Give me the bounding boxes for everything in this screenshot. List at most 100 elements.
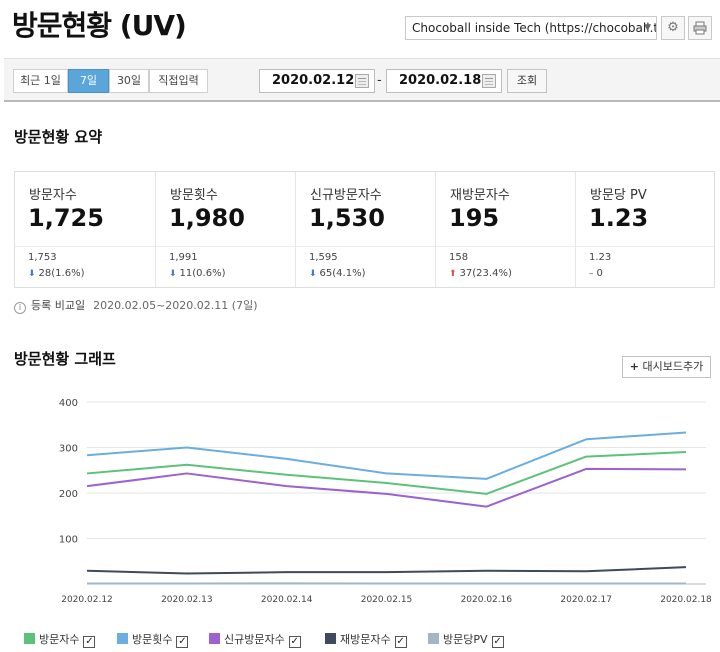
- legend-item-visitors[interactable]: 방문자수 ✓: [24, 631, 96, 648]
- period-toolbar: 최근 1일 7일 30일 직접입력 2020.02.12 - 2020.02.1…: [4, 58, 720, 102]
- card-delta-value: 37(23.4%): [459, 268, 512, 279]
- x-tick-label: 2020.02.18: [660, 595, 712, 605]
- comparison-label: 등록 비교일: [31, 299, 86, 312]
- x-tick-label: 2020.02.17: [560, 595, 612, 605]
- y-tick-label: 400: [59, 398, 78, 409]
- card-label: 신규방문자수: [310, 188, 382, 203]
- card-prev-value: 1,991: [169, 252, 198, 263]
- series-line: [86, 566, 687, 575]
- y-tick-label: 100: [59, 535, 78, 546]
- divider: [15, 246, 155, 247]
- legend-item-new-visitors[interactable]: 신규방문자수 ✓: [209, 631, 301, 648]
- summary-card-new-visitors: 신규방문자수 1,530 1,595 ⬇ 65(4.1%): [296, 172, 436, 287]
- site-select[interactable]: Chocoball inside Tech (https://chocoball…: [405, 16, 657, 40]
- card-delta: ⬇ 28(1.6%): [28, 268, 84, 279]
- card-prev-value: 1.23: [589, 252, 612, 263]
- comparison-note: i 등록 비교일 2020.02.05~2020.02.11 (7일): [14, 297, 258, 314]
- card-delta-value: 28(1.6%): [38, 268, 85, 279]
- visits-line-chart: 100 200 300 400 2020.02.12 2020.02.13 2020.02.…: [59, 398, 712, 605]
- card-label: 재방문자수: [450, 188, 510, 203]
- divider: [436, 246, 575, 247]
- card-value: 1,980: [169, 204, 245, 232]
- arrow-down-icon: ⬇: [169, 269, 177, 279]
- checkbox-icon[interactable]: ✓: [288, 636, 301, 648]
- series-line: [86, 467, 687, 508]
- legend-item-returning-visitors[interactable]: 재방문자수 ✓: [325, 631, 407, 648]
- card-delta: ⬆ 37(23.4%): [449, 268, 512, 279]
- card-label: 방문자수: [29, 188, 77, 203]
- card-delta: ⬇ 65(4.1%): [309, 268, 365, 279]
- summary-card-visits: 방문횟수 1,980 1,991 ⬇ 11(0.6%): [156, 172, 296, 287]
- period-1day-button[interactable]: 최근 1일: [13, 69, 68, 93]
- legend-swatch: [428, 633, 439, 644]
- x-tick-label: 2020.02.12: [61, 595, 113, 605]
- summary-title: 방문현황 요약: [14, 128, 103, 146]
- card-prev-value: 158: [449, 252, 469, 263]
- card-value: 1,530: [309, 204, 385, 232]
- card-label: 방문당 PV: [590, 188, 647, 203]
- chevron-down-icon: ▼: [644, 23, 651, 33]
- series-line: [86, 451, 687, 495]
- card-delta-value: 11(0.6%): [179, 268, 226, 279]
- checkbox-icon[interactable]: ✓: [491, 636, 504, 648]
- plus-icon: +: [629, 360, 639, 373]
- dash-icon: –: [589, 269, 594, 279]
- series-line: [86, 431, 687, 480]
- summary-card-returning-visitors: 재방문자수 195 158 ⬆ 37(23.4%): [436, 172, 576, 287]
- period-custom-button[interactable]: 직접입력: [149, 69, 208, 93]
- card-value: 195: [449, 204, 500, 232]
- legend-label: 재방문자수: [340, 633, 391, 646]
- summary-panel: 방문자수 1,725 1,753 ⬇ 28(1.6%) 방문횟수 1,980 1,…: [14, 171, 715, 288]
- printer-icon[interactable]: [688, 16, 712, 40]
- divider: [296, 246, 435, 247]
- arrow-down-icon: ⬇: [309, 269, 317, 279]
- legend-swatch: [24, 633, 35, 644]
- legend-item-pv-per-visit[interactable]: 방문당PV ✓: [428, 631, 504, 648]
- legend-label: 방문자수: [39, 633, 80, 646]
- legend-label: 방문당PV: [443, 633, 488, 646]
- y-tick-label: 300: [59, 444, 78, 455]
- start-date-field[interactable]: 2020.02.12: [259, 69, 375, 93]
- legend-label: 방문횟수: [132, 633, 173, 646]
- add-dashboard-button[interactable]: + 대시보드추가: [622, 356, 711, 378]
- calendar-icon[interactable]: [355, 74, 369, 88]
- legend-swatch: [325, 633, 336, 644]
- card-prev-value: 1,753: [28, 252, 57, 263]
- arrow-up-icon: ⬆: [449, 269, 457, 279]
- card-delta: ⬇ 11(0.6%): [169, 268, 225, 279]
- page-title: 방문현황 (UV): [12, 9, 187, 42]
- comparison-range: 2020.02.05~2020.02.11 (7일): [93, 299, 258, 312]
- card-delta-value: 65(4.1%): [319, 268, 366, 279]
- divider: [156, 246, 295, 247]
- legend-swatch: [209, 633, 220, 644]
- card-value: 1.23: [589, 204, 649, 232]
- card-delta-value: 0: [596, 268, 603, 279]
- graph-title: 방문현황 그래프: [14, 350, 116, 368]
- card-delta: –0: [589, 268, 603, 279]
- checkbox-icon[interactable]: ✓: [176, 636, 189, 648]
- end-date-value: 2020.02.18: [399, 73, 482, 88]
- divider: [576, 246, 714, 247]
- info-icon: i: [14, 302, 26, 314]
- search-button[interactable]: 조회: [507, 69, 547, 93]
- calendar-icon[interactable]: [482, 74, 496, 88]
- gear-icon[interactable]: ⚙: [661, 16, 685, 40]
- site-select-value: Chocoball inside Tech (https://chocoball…: [412, 21, 657, 35]
- checkbox-icon[interactable]: ✓: [394, 636, 407, 648]
- card-value: 1,725: [28, 204, 104, 232]
- summary-card-visitors: 방문자수 1,725 1,753 ⬇ 28(1.6%): [15, 172, 156, 287]
- period-7day-button[interactable]: 7일: [68, 69, 109, 93]
- legend-label: 신규방문자수: [224, 633, 285, 646]
- x-tick-label: 2020.02.15: [361, 595, 413, 605]
- arrow-down-icon: ⬇: [28, 269, 36, 279]
- date-separator: -: [377, 73, 382, 88]
- y-tick-label: 200: [59, 489, 78, 500]
- card-prev-value: 1,595: [309, 252, 338, 263]
- x-tick-label: 2020.02.13: [161, 595, 213, 605]
- period-30day-button[interactable]: 30일: [109, 69, 149, 93]
- legend-swatch: [117, 633, 128, 644]
- legend-item-visits[interactable]: 방문횟수 ✓: [117, 631, 189, 648]
- end-date-field[interactable]: 2020.02.18: [386, 69, 502, 93]
- checkbox-icon[interactable]: ✓: [83, 636, 96, 648]
- start-date-value: 2020.02.12: [272, 73, 355, 88]
